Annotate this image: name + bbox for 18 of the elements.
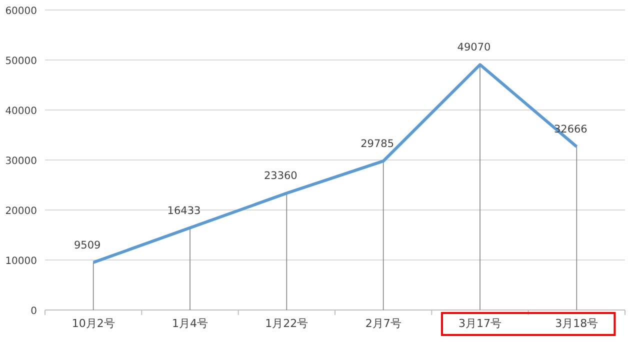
x-tick-label: 3月17号 <box>458 317 502 330</box>
data-label: 16433 <box>167 204 201 217</box>
y-tick-label: 0 <box>30 306 37 317</box>
x-tick-label: 1月4号 <box>172 317 208 330</box>
x-tick-label: 1月22号 <box>265 317 308 330</box>
y-tick-label: 30000 <box>5 156 37 167</box>
data-label: 29785 <box>360 138 394 150</box>
y-tick-label: 40000 <box>5 106 37 117</box>
x-tick-label: 2月7号 <box>365 317 402 330</box>
data-label: 49070 <box>457 42 491 54</box>
y-tick-label: 20000 <box>5 206 37 217</box>
x-tick-label: 3月18号 <box>555 317 598 330</box>
data-label: 23360 <box>264 170 298 182</box>
x-tick-label: 10月2号 <box>72 317 115 330</box>
y-tick-label: 10000 <box>5 256 37 267</box>
y-tick-label: 50000 <box>5 56 37 67</box>
y-tick-label: 60000 <box>5 6 37 17</box>
data-label: 9509 <box>74 239 101 252</box>
